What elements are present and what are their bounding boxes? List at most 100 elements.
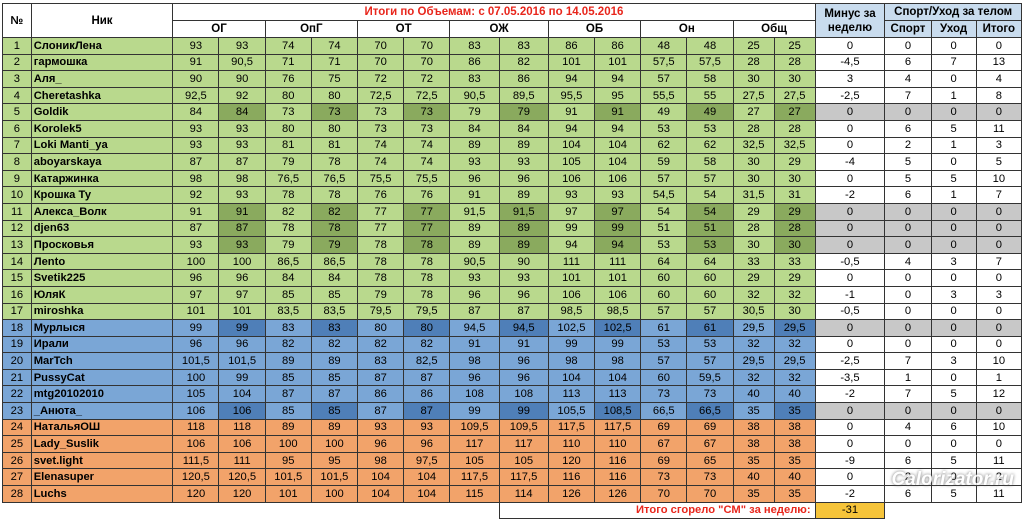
- header-measure: ОпГ: [265, 21, 357, 38]
- row-nick: _Анюта_: [31, 403, 173, 420]
- measure-cell: 93: [450, 154, 499, 171]
- measure-cell: 90,5: [450, 87, 499, 104]
- measure-cell: 78: [358, 270, 404, 287]
- measure-cell: 30: [733, 237, 774, 254]
- sport-cell: 6: [885, 452, 931, 469]
- minus-cell: 3: [815, 71, 885, 88]
- sport-cell: 6: [885, 187, 931, 204]
- measure-cell: 96: [219, 270, 265, 287]
- measure-cell: 106: [595, 170, 641, 187]
- measure-cell: 71: [311, 54, 357, 71]
- measure-cell: 96: [358, 436, 404, 453]
- measure-cell: 101: [548, 270, 594, 287]
- measure-cell: 58: [687, 71, 733, 88]
- row-nick: Мурлыся: [31, 320, 173, 337]
- sport-cell: 10: [976, 170, 1021, 187]
- sport-cell: 10: [976, 419, 1021, 436]
- sport-cell: 4: [976, 71, 1021, 88]
- measure-cell: 35: [774, 452, 815, 469]
- measure-cell: 108,5: [595, 403, 641, 420]
- measure-cell: 93: [595, 187, 641, 204]
- measure-cell: 72,5: [358, 87, 404, 104]
- sport-cell: 0: [885, 220, 931, 237]
- measure-cell: 78: [404, 237, 450, 254]
- measure-cell: 97,5: [404, 452, 450, 469]
- sport-cell: 13: [976, 54, 1021, 71]
- measure-cell: 116: [548, 469, 594, 486]
- measure-cell: 87: [404, 369, 450, 386]
- sport-cell: 3: [976, 286, 1021, 303]
- measure-cell: 74: [265, 38, 311, 55]
- measure-cell: 104: [595, 154, 641, 171]
- measure-cell: 93: [404, 419, 450, 436]
- measure-cell: 118: [219, 419, 265, 436]
- measure-cell: 99: [548, 336, 594, 353]
- measure-cell: 94: [548, 71, 594, 88]
- measure-cell: 98: [595, 353, 641, 370]
- measure-cell: 72: [404, 71, 450, 88]
- measure-cell: 82: [311, 336, 357, 353]
- measure-cell: 93: [219, 120, 265, 137]
- measure-cell: 72: [358, 71, 404, 88]
- sport-cell: 1: [976, 369, 1021, 386]
- measure-cell: 89: [499, 220, 548, 237]
- measure-cell: 80: [265, 120, 311, 137]
- measure-cell: 83: [311, 320, 357, 337]
- measure-cell: 92: [219, 87, 265, 104]
- sport-cell: 4: [885, 419, 931, 436]
- minus-cell: -3,5: [815, 369, 885, 386]
- sport-cell: 0: [931, 336, 976, 353]
- measure-cell: 81: [265, 137, 311, 154]
- measure-cell: 110: [548, 436, 594, 453]
- measure-cell: 29,5: [774, 320, 815, 337]
- measure-cell: 120: [548, 452, 594, 469]
- measure-cell: 96: [499, 170, 548, 187]
- measure-cell: 82: [265, 336, 311, 353]
- header-measure: Общ: [733, 21, 815, 38]
- sport-cell: 10: [976, 353, 1021, 370]
- measure-cell: 91: [548, 104, 594, 121]
- measure-cell: 79: [450, 104, 499, 121]
- measure-cell: 51: [687, 220, 733, 237]
- measure-cell: 61: [641, 320, 687, 337]
- measure-cell: 106: [219, 436, 265, 453]
- sport-cell: 5: [976, 154, 1021, 171]
- sport-cell: 11: [976, 120, 1021, 137]
- measure-cell: 116: [595, 469, 641, 486]
- measure-cell: 29,5: [774, 353, 815, 370]
- row-number: 1: [3, 38, 32, 55]
- measure-cell: 90,5: [219, 54, 265, 71]
- measure-cell: 80: [265, 87, 311, 104]
- measure-cell: 70: [404, 38, 450, 55]
- sport-cell: 1: [885, 369, 931, 386]
- measure-cell: 31,5: [733, 187, 774, 204]
- minus-cell: -2,5: [815, 353, 885, 370]
- measure-cell: 91: [450, 336, 499, 353]
- sport-cell: 0: [931, 104, 976, 121]
- measure-cell: 117: [450, 436, 499, 453]
- measure-cell: 89: [499, 187, 548, 204]
- row-nick: mtg20102010: [31, 386, 173, 403]
- measure-cell: 60: [687, 286, 733, 303]
- measure-cell: 73: [404, 104, 450, 121]
- measure-cell: 54,5: [641, 187, 687, 204]
- minus-cell: -2: [815, 386, 885, 403]
- measure-cell: 35: [774, 403, 815, 420]
- sport-cell: 0: [976, 203, 1021, 220]
- measure-cell: 38: [733, 436, 774, 453]
- measure-cell: 28: [733, 120, 774, 137]
- measure-cell: 28: [733, 54, 774, 71]
- row-number: 16: [3, 286, 32, 303]
- measure-cell: 30: [774, 170, 815, 187]
- measure-cell: 40: [774, 386, 815, 403]
- measure-cell: 78: [311, 220, 357, 237]
- measure-cell: 35: [774, 486, 815, 503]
- measure-cell: 67: [687, 436, 733, 453]
- row-nick: Алекса_Волк: [31, 203, 173, 220]
- measure-cell: 80: [404, 320, 450, 337]
